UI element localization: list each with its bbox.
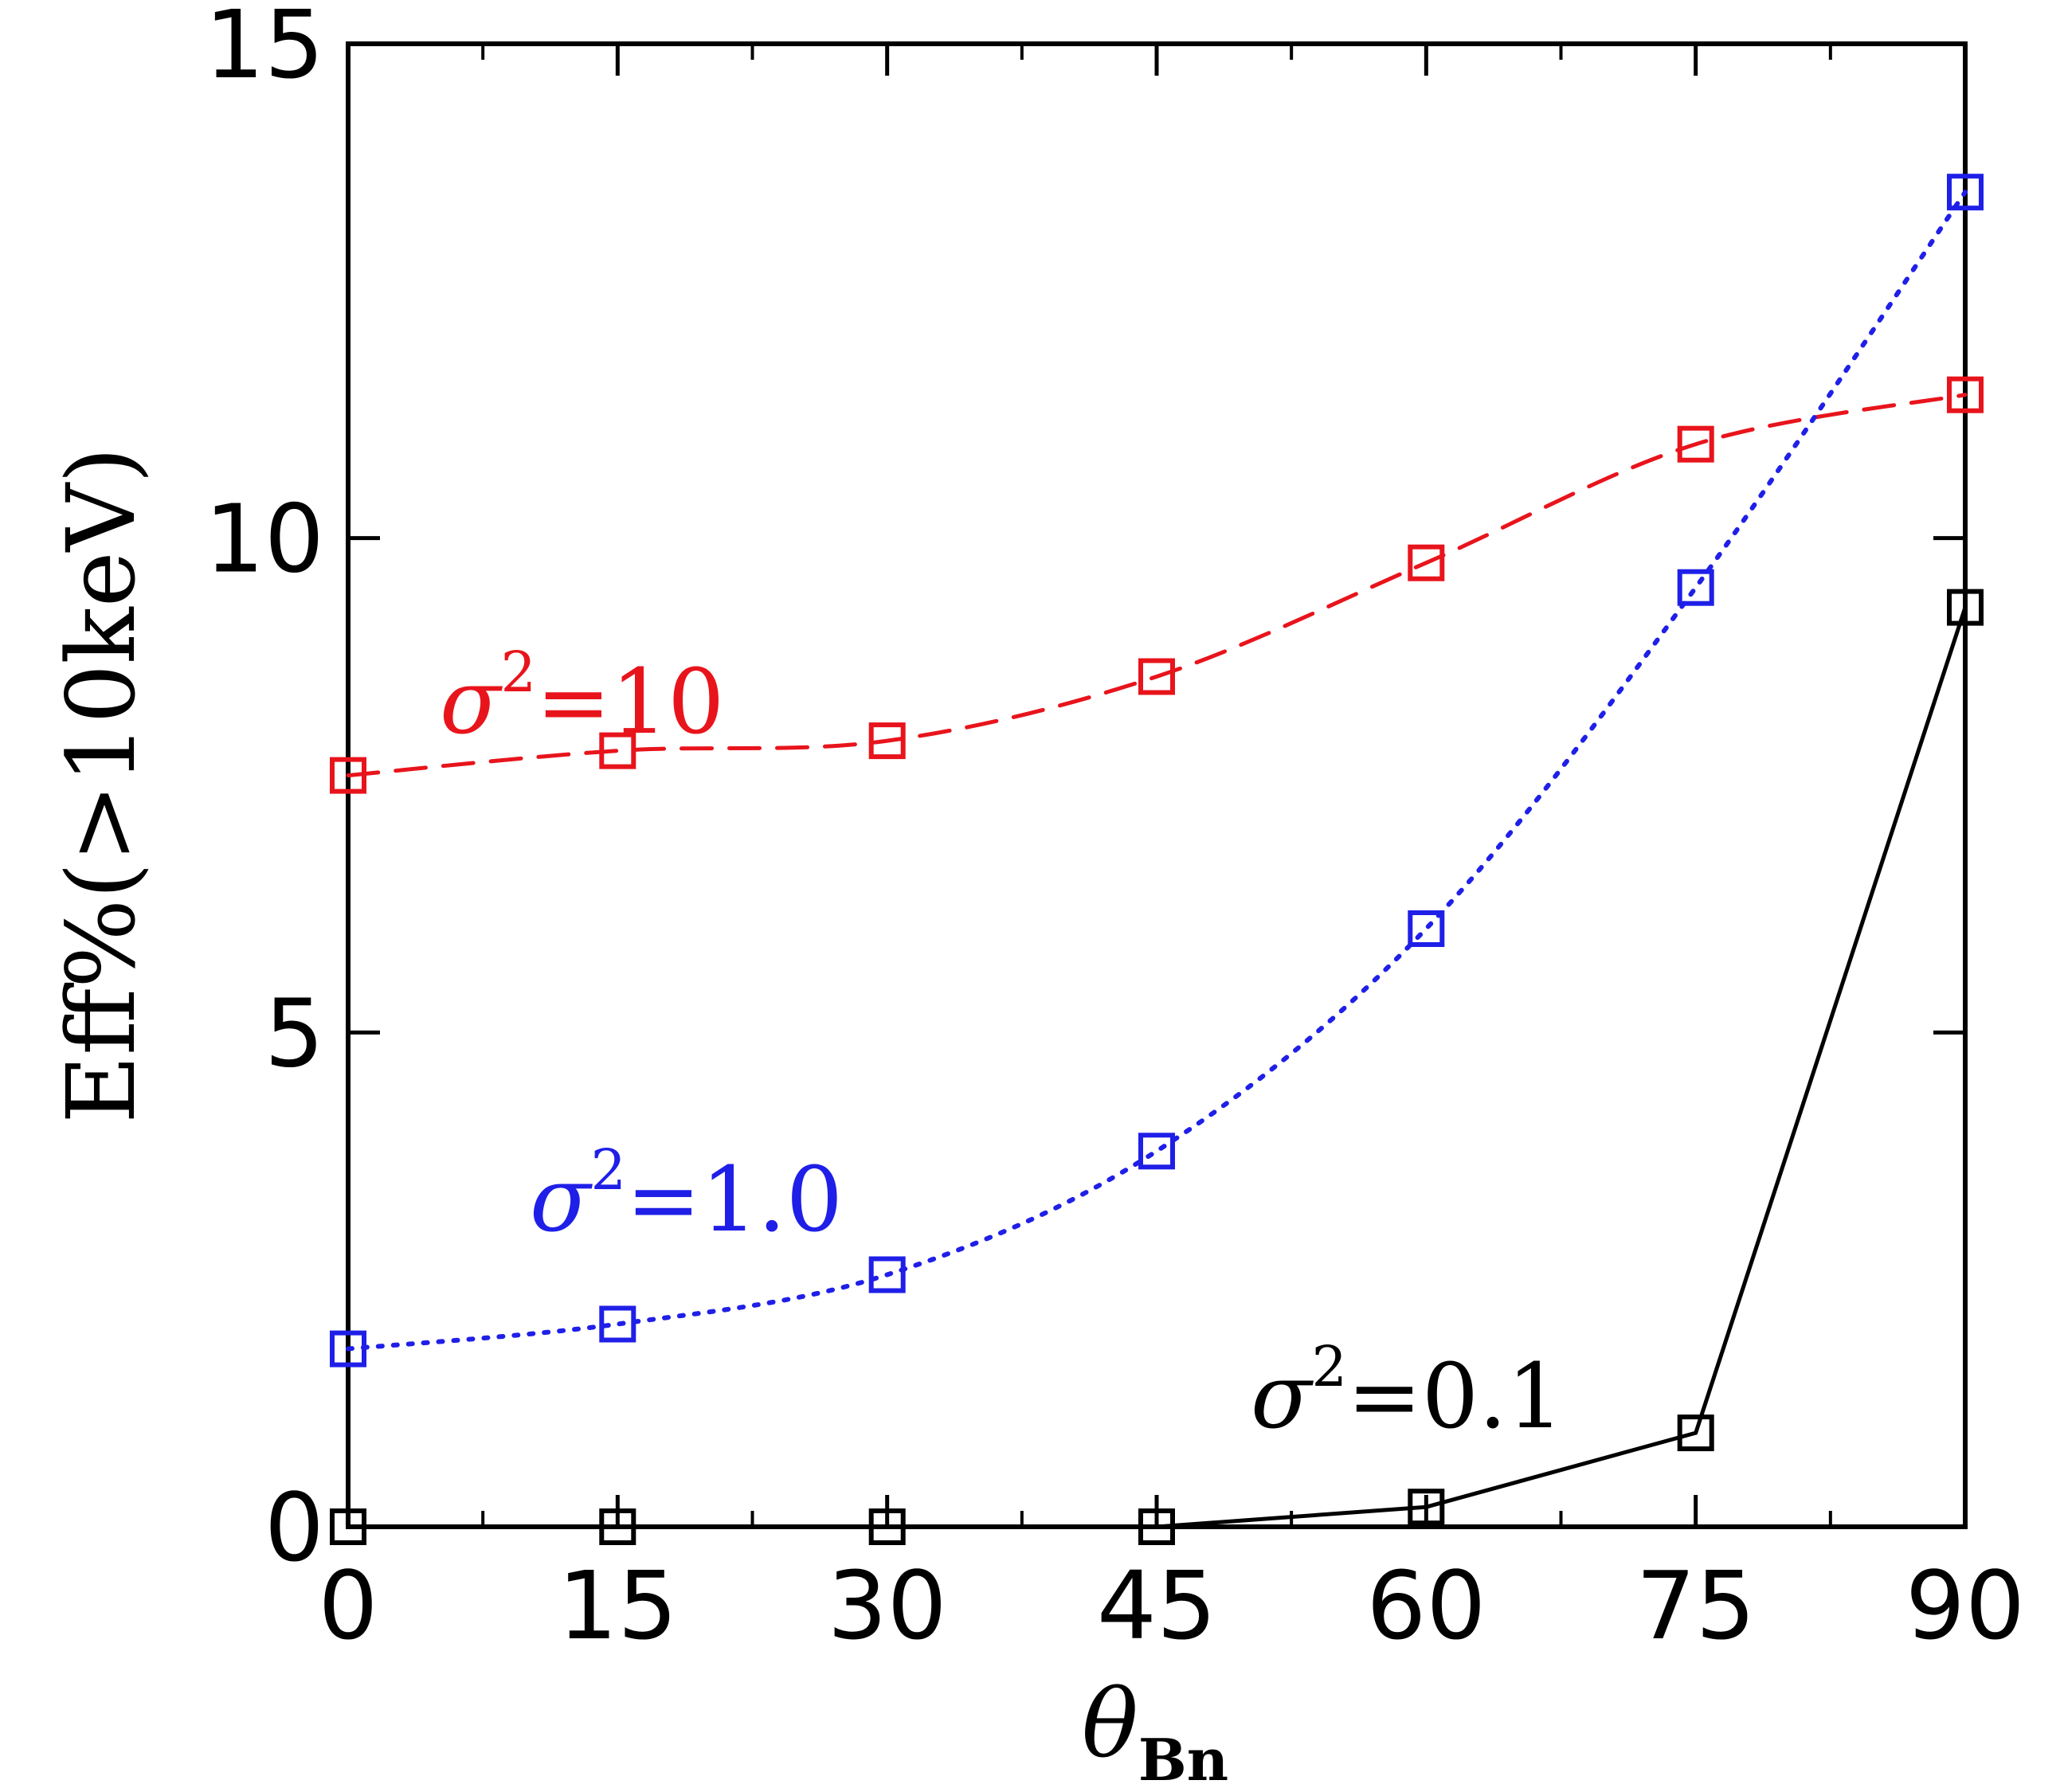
x-tick-label: 45 bbox=[1097, 1551, 1216, 1661]
plot-frame bbox=[346, 41, 1968, 1529]
y-tick-label: 10 bbox=[205, 484, 324, 594]
data-point-s1 bbox=[1408, 910, 1445, 947]
data-point-s01 bbox=[1677, 1414, 1714, 1452]
y-tick-label: 0 bbox=[264, 1473, 324, 1583]
data-point-s10 bbox=[1947, 376, 1984, 413]
data-point-s01 bbox=[599, 1508, 636, 1545]
x-axis-title: θBn bbox=[1082, 1669, 1228, 1792]
series-lines bbox=[346, 190, 1968, 1529]
x-tick-label: 75 bbox=[1636, 1551, 1756, 1661]
data-point-s1 bbox=[330, 1330, 366, 1367]
data-point-s1 bbox=[1947, 174, 1984, 211]
series-line-s01 bbox=[346, 605, 1968, 1529]
x-tick-label: 0 bbox=[318, 1551, 378, 1661]
series-markers bbox=[330, 174, 1984, 1545]
data-point-s10 bbox=[1408, 544, 1445, 581]
data-point-s01 bbox=[330, 1508, 366, 1545]
x-axis-title-subscript: Bn bbox=[1138, 1726, 1228, 1792]
x-tick-label: 15 bbox=[558, 1551, 677, 1661]
data-point-s1 bbox=[599, 1305, 636, 1343]
data-point-s10 bbox=[599, 732, 636, 769]
x-tick-label: 90 bbox=[1905, 1551, 2025, 1661]
series-label-sigma-10: σ2=10 bbox=[440, 640, 724, 754]
data-point-s1 bbox=[1677, 569, 1714, 606]
data-point-s10 bbox=[330, 757, 366, 794]
series-line-s10 bbox=[346, 393, 1968, 778]
data-point-s10 bbox=[1677, 425, 1714, 463]
y-tick-label: 15 bbox=[205, 0, 324, 100]
x-tick-label: 60 bbox=[1366, 1551, 1486, 1661]
x-axis-title-main: θ bbox=[1082, 1669, 1138, 1778]
axis-ticks bbox=[346, 41, 1968, 1529]
data-point-s01 bbox=[868, 1508, 906, 1545]
series-label-sigma-1: σ2=1.0 bbox=[530, 1137, 843, 1252]
y-tick-label: 5 bbox=[264, 978, 324, 1088]
y-axis-title: Eff%(>10keV) bbox=[46, 447, 156, 1124]
data-point-s1 bbox=[868, 1256, 906, 1293]
data-point-s1 bbox=[1138, 1133, 1175, 1170]
data-point-s01 bbox=[1947, 589, 1984, 626]
series-label-sigma-0-1: σ2=0.1 bbox=[1251, 1334, 1564, 1449]
axis-tick-labels: 0 15 30 45 60 75 90 0 5 10 15 bbox=[205, 0, 2025, 1661]
data-point-s10 bbox=[1138, 658, 1175, 695]
series-line-s1 bbox=[346, 190, 1968, 1352]
x-tick-label: 30 bbox=[828, 1551, 947, 1661]
data-point-s01 bbox=[1408, 1489, 1445, 1526]
data-point-s01 bbox=[1138, 1508, 1175, 1545]
data-point-s10 bbox=[868, 722, 906, 760]
